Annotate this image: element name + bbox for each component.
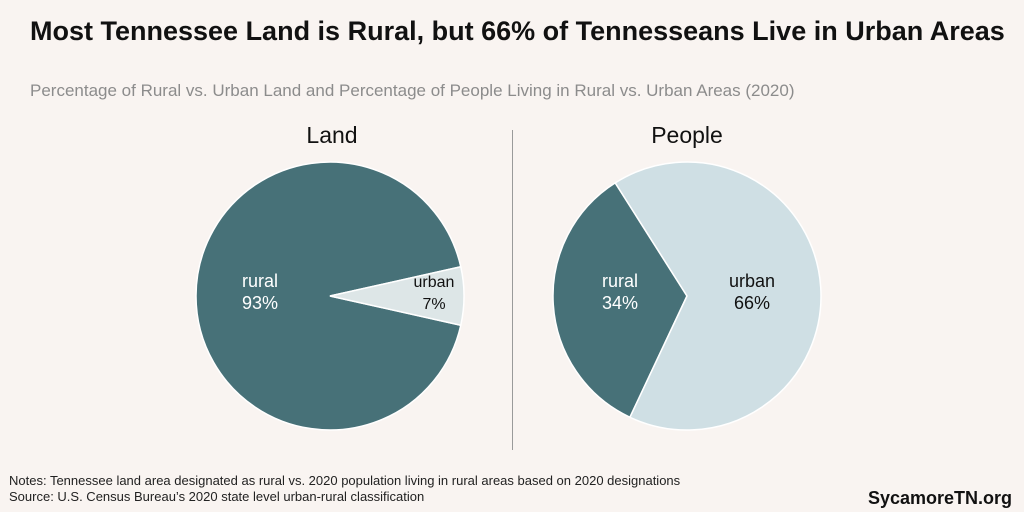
notes-text: Notes: Tennessee land area designated as… bbox=[9, 473, 681, 488]
land-urban-value: 7% bbox=[422, 296, 445, 313]
land-rural-value: 93% bbox=[242, 293, 278, 313]
people-rural-value: 34% bbox=[602, 293, 638, 313]
chart-subtitle: Percentage of Rural vs. Urban Land and P… bbox=[30, 81, 795, 100]
land-rural-label: rural bbox=[242, 271, 278, 291]
source-text: Source: U.S. Census Bureau’s 2020 state … bbox=[9, 489, 425, 504]
footnotes: Notes: Tennessee land area designated as… bbox=[9, 473, 680, 505]
land-rural-slice bbox=[195, 161, 462, 431]
land-urban-label: urban bbox=[414, 274, 455, 291]
people-rural-label: rural bbox=[602, 271, 638, 291]
land-pie-title: Land bbox=[306, 122, 358, 148]
pie-divider bbox=[512, 130, 513, 450]
people-urban-value: 66% bbox=[734, 293, 770, 313]
brand-logo-text: SycamoreTN.org bbox=[867, 488, 1012, 508]
chart-title: Most Tennessee Land is Rural, but 66% of… bbox=[30, 16, 1005, 46]
people-rural-slice bbox=[552, 181, 688, 419]
people-urban-label: urban bbox=[729, 271, 775, 291]
land-urban-slice bbox=[329, 265, 465, 327]
people-pie-title: People bbox=[651, 122, 723, 148]
people-urban-slice bbox=[614, 161, 822, 431]
